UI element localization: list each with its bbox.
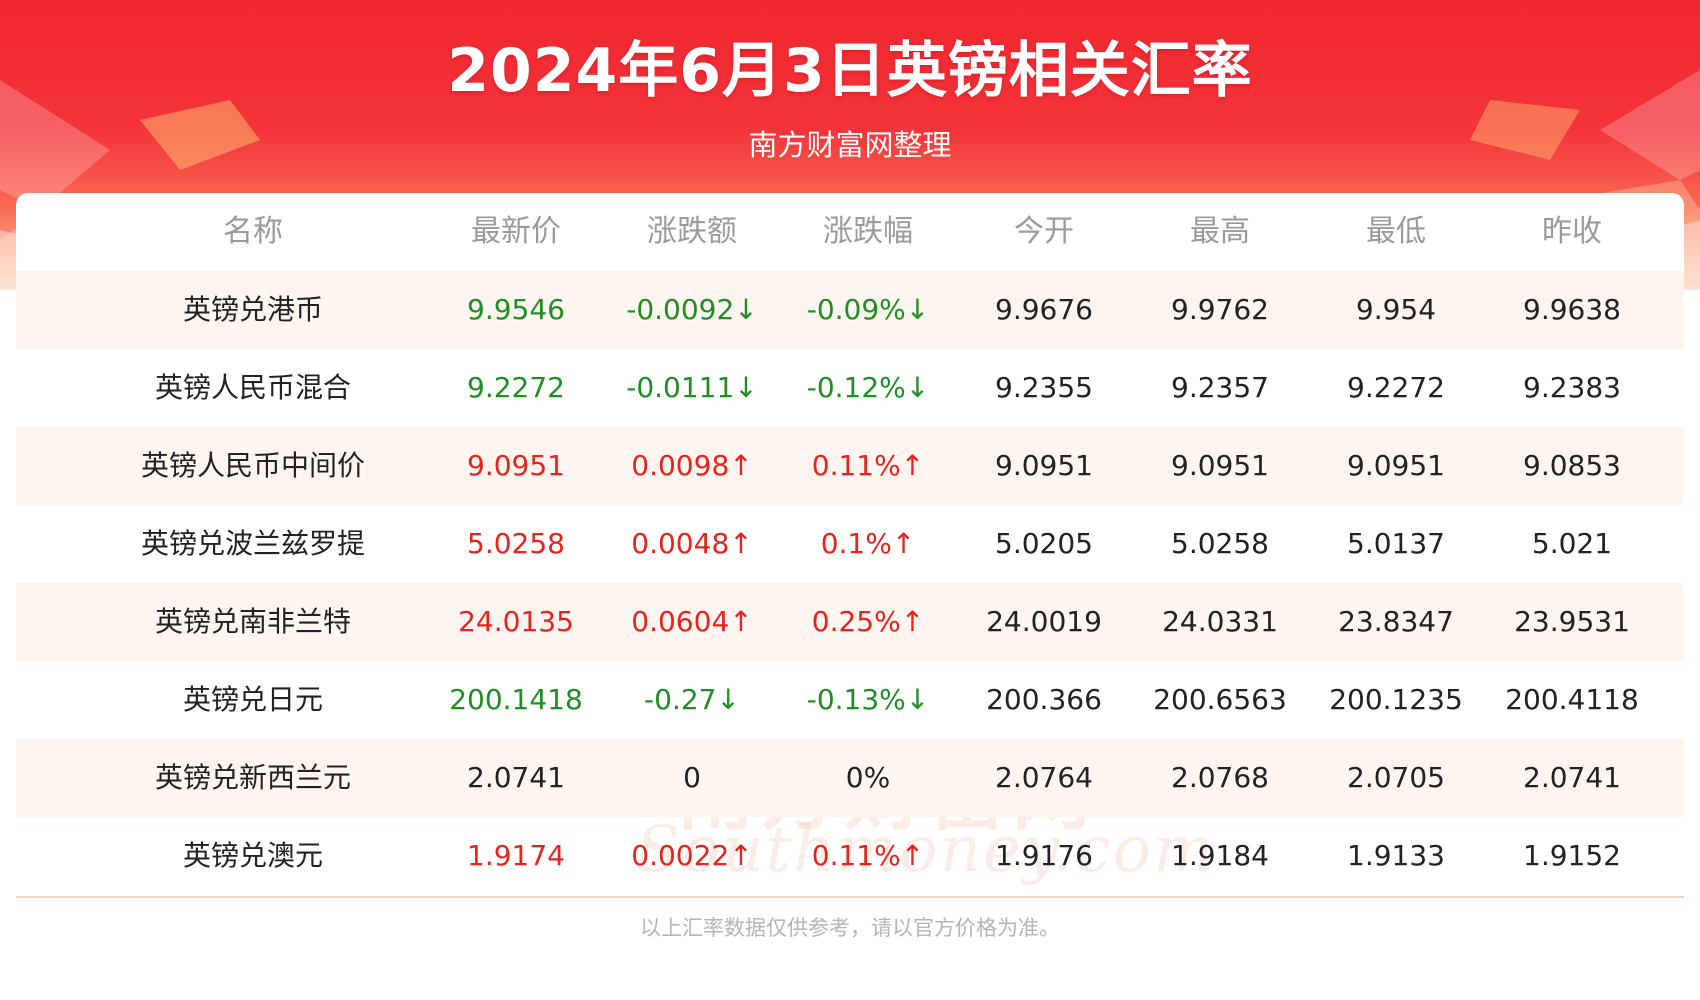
row-low: 5.0137 [1347,527,1445,560]
row-prev-close: 9.9638 [1523,293,1621,326]
row-change: 0.0098↑ [631,449,753,482]
row-low: 9.2272 [1347,371,1445,404]
row-low: 200.1235 [1329,683,1463,716]
table-row: 英镑人民币混合 9.2272 -0.0111↓ -0.12%↓ 9.2355 9.2357… [16,349,1684,427]
column-header-change: 涨跌额 [647,214,737,249]
row-change-pct: -0.12%↓ [806,371,930,404]
column-header-high: 最高 [1190,214,1250,249]
row-name: 英镑兑澳元 [182,839,323,872]
row-low: 2.0705 [1347,761,1445,794]
row-name: 英镑兑新西兰元 [154,761,351,794]
row-prev-close: 200.4118 [1505,683,1639,716]
table-row: 英镑人民币中间价 9.0951 0.0098↑ 0.11%↑ 9.0951 9.0951 9… [16,427,1684,505]
column-header-latest: 最新价 [471,214,561,249]
row-high: 200.6563 [1153,683,1287,716]
row-open: 9.9676 [995,293,1093,326]
row-low: 9.0951 [1347,449,1445,482]
row-change-pct: 0.11%↑ [811,449,925,482]
row-high: 1.9184 [1171,839,1269,872]
row-high: 9.9762 [1171,293,1269,326]
row-latest: 2.0741 [467,761,565,794]
row-latest: 9.0951 [467,449,565,482]
table-row: 英镑兑波兰兹罗提 5.0258 0.0048↑ 0.1%↑ 5.0205 5.0258 5.… [16,505,1684,583]
row-high: 5.0258 [1171,527,1269,560]
row-change-pct: -0.09%↓ [806,293,930,326]
table-row: 英镑兑南非兰特 24.0135 0.0604↑ 0.25%↑ 24.0019 24.033… [16,583,1684,661]
row-latest: 200.1418 [449,683,583,716]
row-low: 23.8347 [1338,605,1454,638]
row-latest: 5.0258 [467,527,565,560]
row-change-pct: 0% [845,761,891,794]
row-change: 0.0022↑ [631,839,753,872]
column-header-prev-close: 昨收 [1542,214,1602,249]
row-name: 英镑人民币混合 [154,371,351,404]
row-open: 24.0019 [986,605,1102,638]
row-name: 英镑人民币中间价 [140,449,365,482]
column-header-name: 名称 [223,214,283,249]
row-high: 24.0331 [1162,605,1278,638]
table-header: 名称 最新价 涨跌额 涨跌幅 今开 最高 最低 昨收 [16,193,1684,271]
row-prev-close: 9.0853 [1523,449,1621,482]
table-row: 英镑兑澳元 1.9174 0.0022↑ 0.11%↑ 1.9176 1.9184 1.91… [16,817,1684,895]
disclaimer: 以上汇率数据仅供参考，请以官方价格为准。 [640,916,1060,940]
row-name: 英镑兑港币 [182,293,323,326]
page-subtitle: 南方财富网整理 [748,128,952,162]
row-high: 9.0951 [1171,449,1269,482]
row-prev-close: 2.0741 [1523,761,1621,794]
row-open: 9.2355 [995,371,1093,404]
row-open: 2.0764 [995,761,1093,794]
row-high: 9.2357 [1171,371,1269,404]
row-name: 英镑兑南非兰特 [154,605,351,638]
row-open: 1.9176 [995,839,1093,872]
row-latest: 24.0135 [458,605,574,638]
row-latest: 9.9546 [467,293,565,326]
column-header-low: 最低 [1366,214,1426,249]
row-name: 英镑兑波兰兹罗提 [140,527,365,560]
row-prev-close: 23.9531 [1514,605,1630,638]
row-change-pct: 0.11%↑ [811,839,925,872]
column-header-open: 今开 [1014,214,1074,249]
row-prev-close: 5.021 [1531,527,1613,560]
row-high: 2.0768 [1171,761,1269,794]
page-title: 2024年6月3日英镑相关汇率 [447,36,1253,106]
row-change-pct: 0.25%↑ [811,605,925,638]
row-change: 0.0048↑ [631,527,753,560]
row-prev-close: 9.2383 [1523,371,1621,404]
row-open: 200.366 [986,683,1102,716]
table-row: 英镑兑新西兰元 2.0741 0 0% 2.0764 2.0768 2.0705 2.0741 [16,739,1684,817]
row-change: 0.0604↑ [631,605,753,638]
rates-table: 名称 最新价 涨跌额 涨跌幅 今开 最高 最低 昨收 南方财富网 Southmo… [16,193,1684,898]
table-row: 英镑兑港币 9.9546 -0.0092↓ -0.09%↓ 9.9676 9.9762 9.… [16,271,1684,349]
row-latest: 9.2272 [467,371,565,404]
row-name: 英镑兑日元 [182,683,323,716]
column-header-change-pct: 涨跌幅 [823,214,913,249]
row-change-pct: 0.1%↑ [820,527,916,560]
row-latest: 1.9174 [467,839,565,872]
row-change: -0.0092↓ [626,293,758,326]
table-row: 英镑兑日元 200.1418 -0.27↓ -0.13%↓ 200.366 200.656… [16,661,1684,739]
row-change: 0 [683,761,701,794]
row-change-pct: -0.13%↓ [806,683,930,716]
row-open: 9.0951 [995,449,1093,482]
row-change: -0.27↓ [644,683,740,716]
row-low: 1.9133 [1347,839,1445,872]
row-prev-close: 1.9152 [1523,839,1621,872]
row-low: 9.954 [1355,293,1437,326]
row-change: -0.0111↓ [626,371,758,404]
row-open: 5.0205 [995,527,1093,560]
